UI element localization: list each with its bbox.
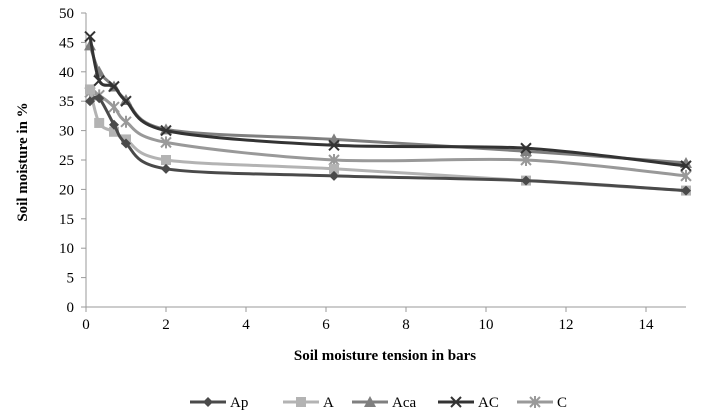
data-point-ap <box>161 163 171 174</box>
x-axis-title: Soil moisture tension in bars <box>294 348 476 364</box>
legend-marker-c <box>529 396 541 408</box>
data-point-ap <box>94 93 105 104</box>
data-point-a <box>94 117 105 128</box>
y-tick-label: 45 <box>59 35 74 51</box>
legend-label-ap: Ap <box>230 395 248 411</box>
data-point-a <box>109 126 119 137</box>
x-tick-label: 4 <box>242 317 250 333</box>
y-tick-label: 15 <box>59 212 74 228</box>
data-point-ac <box>160 124 172 137</box>
data-point-ac <box>93 74 105 87</box>
x-tick-label: 14 <box>639 317 655 333</box>
legend-label-aca: Aca <box>392 395 416 411</box>
data-point-ap <box>329 170 339 181</box>
series-c <box>84 86 692 182</box>
data-point-aca <box>520 145 532 157</box>
legend-item-c: C <box>517 395 567 411</box>
series-line-ac <box>88 36 687 168</box>
y-tick-label: 10 <box>59 241 74 257</box>
legend: Ap A Aca AC C <box>190 395 567 411</box>
legend-label-a: A <box>323 395 334 411</box>
data-point-c <box>680 169 692 182</box>
legend-marker-aca <box>364 396 376 407</box>
data-point-ap <box>121 138 131 149</box>
series-aca <box>84 39 692 168</box>
legend-marker-ap <box>203 397 213 407</box>
data-point-ac <box>84 30 96 43</box>
data-point-ap <box>521 175 531 186</box>
x-tick-label: 0 <box>82 317 90 333</box>
y-tick-label: 25 <box>59 153 74 169</box>
series-line-a <box>88 88 687 193</box>
legend-marker-ac <box>450 396 462 408</box>
data-point-c <box>108 101 120 114</box>
y-tick-label: 0 <box>67 300 75 316</box>
data-point-ac <box>328 139 340 152</box>
data-point-c <box>160 136 172 149</box>
series-ac <box>84 30 692 172</box>
legend-label-c: C <box>557 395 567 411</box>
data-point-ap <box>109 119 119 130</box>
data-point-ap <box>681 185 691 196</box>
data-point-ac <box>120 95 132 107</box>
data-point-ac <box>108 80 120 93</box>
axes: 0 5 10 15 20 25 30 35 40 45 50 0 2 4 6 8 10 12 14 <box>59 6 686 333</box>
data-point-a <box>85 84 95 95</box>
data-point-a <box>161 155 171 165</box>
y-tick-label: 20 <box>59 182 74 198</box>
data-point-ac <box>520 142 532 154</box>
legend-label-ac: AC <box>478 395 499 411</box>
x-tick-label: 6 <box>322 317 330 333</box>
x-tick-label: 2 <box>162 317 170 333</box>
data-point-ap <box>85 96 95 107</box>
data-point-c <box>120 115 132 128</box>
series-a <box>85 84 691 196</box>
data-point-a <box>329 163 339 174</box>
x-tick-label: 8 <box>402 317 410 333</box>
series-layer <box>84 30 692 196</box>
legend-item-ac: AC <box>438 395 499 411</box>
y-tick-label: 50 <box>59 6 74 22</box>
legend-item-a: A <box>283 395 334 411</box>
series-ap <box>85 93 691 196</box>
y-tick-label: 35 <box>59 94 74 110</box>
y-axis-title: Soil moisture in % <box>15 102 31 221</box>
y-tick-label: 30 <box>59 124 74 140</box>
legend-marker-a <box>296 397 306 407</box>
y-tick-label: 5 <box>67 271 75 287</box>
x-tick-label: 10 <box>479 317 494 333</box>
y-tick-label: 40 <box>59 65 74 81</box>
legend-item-aca: Aca <box>352 395 416 411</box>
legend-item-ap: Ap <box>190 395 248 411</box>
x-tick-label: 12 <box>559 317 574 333</box>
data-point-ac <box>680 160 692 172</box>
